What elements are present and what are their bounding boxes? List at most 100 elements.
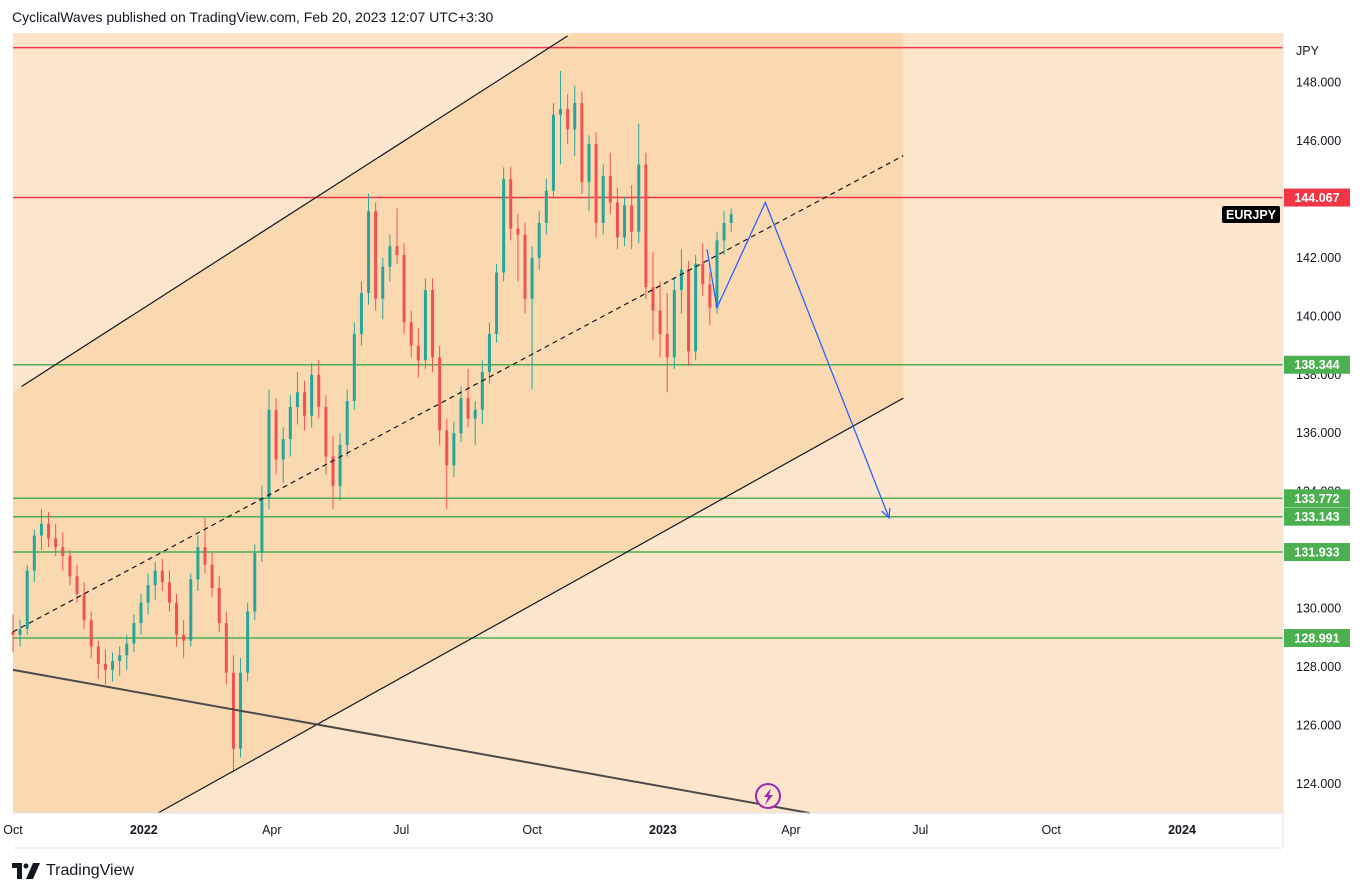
candle <box>32 529 36 583</box>
plot-area[interactable] <box>11 33 1284 814</box>
candle-body <box>203 547 207 565</box>
candle-body <box>89 620 93 647</box>
candle-body <box>189 579 193 641</box>
candle-body <box>402 255 406 323</box>
candle-body <box>701 263 705 285</box>
candle-body <box>68 555 72 577</box>
candle-body <box>388 246 392 267</box>
time-tick-label: Apr <box>781 823 800 837</box>
candle <box>47 512 51 548</box>
channel-mid-line <box>12 155 904 633</box>
candle-body <box>32 535 36 571</box>
candle-body <box>82 593 86 621</box>
candle-body <box>18 628 22 635</box>
price-tick-label: 142.000 <box>1296 251 1341 265</box>
candle-body <box>331 456 335 486</box>
candle <box>431 278 435 372</box>
candle <box>352 322 356 410</box>
candle <box>359 281 363 346</box>
candle-body <box>118 655 122 662</box>
candle-body <box>54 538 58 548</box>
candle-body <box>409 322 413 346</box>
price-tag-label: 133.143 <box>1294 510 1339 524</box>
candle-body <box>160 570 164 583</box>
candle <box>111 652 115 682</box>
candle-body <box>487 333 491 372</box>
candle-body <box>594 144 598 223</box>
lightning-icon[interactable] <box>755 783 781 809</box>
candle <box>473 401 477 445</box>
candle <box>452 421 456 478</box>
candle <box>25 564 29 635</box>
time-tick-label: Oct <box>1041 823 1061 837</box>
candle <box>96 640 100 679</box>
candle <box>715 231 719 314</box>
candle-body <box>729 214 733 223</box>
candle <box>487 322 491 384</box>
candle <box>39 509 43 551</box>
candle <box>317 360 321 419</box>
candle-body <box>395 246 399 256</box>
candle <box>388 234 392 282</box>
candle-body <box>615 202 619 238</box>
candle <box>665 293 669 393</box>
candle <box>395 208 399 264</box>
candle <box>267 389 271 510</box>
candle-body <box>310 374 314 416</box>
candle-body <box>473 409 477 419</box>
candle <box>239 658 243 758</box>
footer: TradingView <box>12 860 134 882</box>
candle-body <box>111 661 115 670</box>
candle <box>416 328 420 378</box>
candle-body <box>167 582 171 603</box>
publish-header: CyclicalWaves published on TradingView.c… <box>12 9 494 25</box>
candle <box>480 360 484 425</box>
candle <box>303 380 307 431</box>
candle-body <box>132 623 136 644</box>
candle-body <box>608 176 612 203</box>
candle <box>445 418 449 510</box>
candle-body <box>217 588 221 624</box>
candle-body <box>480 371 484 410</box>
candle <box>409 310 413 358</box>
candle-body <box>196 547 200 580</box>
candle <box>18 620 22 647</box>
candle <box>246 602 250 682</box>
candle-body <box>224 623 228 673</box>
candle-body <box>544 190 548 223</box>
price-tick-label: 146.000 <box>1296 134 1341 148</box>
candle <box>11 614 15 653</box>
candle-body <box>573 103 577 130</box>
candle-body <box>231 672 235 749</box>
price-tick-label: 128.000 <box>1296 660 1341 674</box>
candle-body <box>267 409 271 498</box>
candle-body <box>523 234 527 299</box>
candle-body <box>423 290 427 361</box>
candle-body <box>359 293 363 334</box>
candle <box>544 179 548 235</box>
candle <box>61 532 65 571</box>
candle <box>523 222 527 314</box>
price-tag-label: 138.344 <box>1294 358 1339 372</box>
candle <box>103 649 107 685</box>
time-tick-label: 2024 <box>1168 823 1196 837</box>
candle-body <box>246 611 250 673</box>
candle-body <box>445 430 449 466</box>
candle-body <box>530 257 534 299</box>
candle <box>281 427 285 483</box>
falling-trend-line <box>12 668 810 814</box>
candles <box>11 70 733 773</box>
candle-body <box>260 497 264 553</box>
price-axis[interactable]: 148.000146.000144.000142.000140.000138.0… <box>1296 76 1341 791</box>
candle <box>658 281 662 358</box>
candle-body <box>687 269 691 352</box>
candle-body <box>103 664 107 670</box>
candle <box>125 634 129 670</box>
candle-body <box>210 564 214 589</box>
candle <box>679 249 683 314</box>
candle-body <box>139 602 143 624</box>
trend-lines <box>12 35 904 814</box>
candle-body <box>665 333 669 358</box>
time-axis[interactable]: Oct 2022 Apr Jul Oct 2023 Apr Jul Oct 2024 <box>3 823 1196 837</box>
